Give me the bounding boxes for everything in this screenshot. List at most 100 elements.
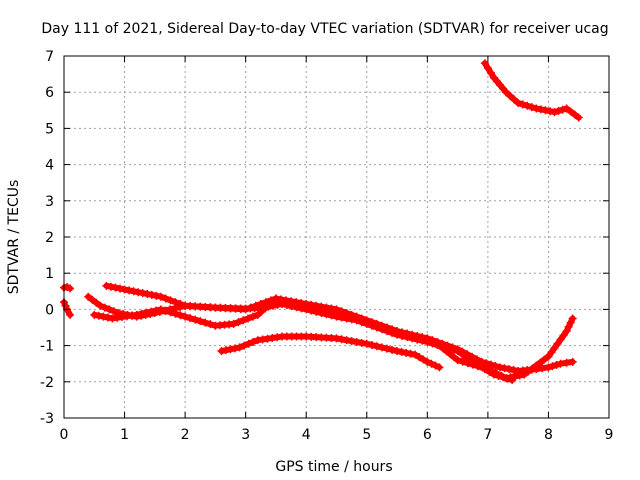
data-point xyxy=(532,365,541,374)
data-point xyxy=(388,328,397,337)
data-point xyxy=(377,325,386,334)
data-point xyxy=(297,300,306,309)
data-point xyxy=(523,101,532,110)
data-point xyxy=(559,331,568,340)
data-point xyxy=(362,319,371,328)
x-axis-label: GPS time / hours xyxy=(275,459,392,475)
data-point xyxy=(105,305,114,314)
data-point xyxy=(544,363,553,372)
data-point xyxy=(413,335,422,344)
chart-grid xyxy=(64,56,609,418)
data-point xyxy=(377,343,386,352)
data-point xyxy=(143,290,152,299)
data-point xyxy=(562,327,571,336)
data-point xyxy=(357,338,366,347)
data-point xyxy=(88,295,97,304)
data-point xyxy=(566,318,575,327)
data-point xyxy=(166,308,175,317)
data-point xyxy=(476,362,485,371)
data-point xyxy=(292,299,301,308)
x-tick-label: 6 xyxy=(423,427,432,443)
data-point xyxy=(418,336,427,345)
data-point xyxy=(282,296,291,305)
data-point xyxy=(411,350,420,359)
data-point xyxy=(217,347,226,356)
data-point xyxy=(181,312,190,321)
data-point xyxy=(397,347,406,356)
data-point xyxy=(322,306,331,315)
data-point xyxy=(362,339,371,348)
y-tick-label: -1 xyxy=(40,339,54,355)
y-tick-label: -3 xyxy=(40,411,54,427)
data-point xyxy=(509,366,518,375)
data-point xyxy=(161,306,170,315)
data-point xyxy=(485,367,494,376)
data-point xyxy=(221,346,230,355)
x-tick-label: 8 xyxy=(544,427,553,443)
data-point xyxy=(453,347,462,356)
data-point xyxy=(166,296,175,305)
data-point xyxy=(398,331,407,340)
y-tick-label: 6 xyxy=(45,85,54,101)
y-tick-label: 7 xyxy=(45,49,54,65)
data-point xyxy=(428,339,437,348)
data-point xyxy=(480,59,489,68)
data-point xyxy=(152,306,161,315)
data-point xyxy=(435,363,444,372)
y-tick-label: 3 xyxy=(45,194,54,210)
data-point xyxy=(553,339,562,348)
data-point xyxy=(132,310,141,319)
data-point xyxy=(120,285,129,294)
data-point xyxy=(357,318,366,327)
data-point xyxy=(94,311,103,320)
data-point xyxy=(147,290,156,299)
data-point xyxy=(403,333,412,342)
data-point xyxy=(505,365,514,374)
y-axis-label: SDTVAR / TECUs xyxy=(6,180,22,295)
data-point xyxy=(235,343,244,352)
data-point xyxy=(244,339,253,348)
data-point xyxy=(499,373,508,382)
y-tick-label: -2 xyxy=(40,375,54,391)
data-point xyxy=(554,106,563,115)
data-point xyxy=(514,99,523,108)
data-point xyxy=(66,310,75,319)
data-point xyxy=(84,292,93,301)
data-point xyxy=(423,357,432,366)
data-point xyxy=(186,314,195,323)
data-point xyxy=(541,106,550,115)
data-point xyxy=(518,100,527,109)
data-point xyxy=(570,110,579,119)
data-point xyxy=(342,336,351,345)
data-point xyxy=(152,291,161,300)
data-point xyxy=(61,301,70,310)
series-line xyxy=(103,282,576,374)
data-point xyxy=(562,104,571,113)
data-point xyxy=(458,357,467,366)
data-point xyxy=(556,335,565,344)
data-point xyxy=(240,341,249,350)
series-arc-d xyxy=(102,281,577,375)
data-point xyxy=(317,305,326,314)
data-point xyxy=(574,113,583,122)
data-point xyxy=(393,347,402,356)
data-point xyxy=(352,316,361,325)
data-point xyxy=(201,318,210,327)
data-point xyxy=(372,323,381,332)
data-point xyxy=(556,359,565,368)
y-tick-label: 0 xyxy=(45,302,54,318)
data-point xyxy=(191,315,200,324)
chart-title: Day 111 of 2021, Sidereal Day-to-day VTE… xyxy=(41,21,608,37)
data-point xyxy=(244,314,253,323)
data-point xyxy=(347,337,356,346)
data-point xyxy=(103,313,112,322)
data-point xyxy=(453,356,462,365)
data-point xyxy=(548,362,557,371)
data-point xyxy=(388,345,397,354)
data-point xyxy=(125,286,134,295)
data-point xyxy=(550,344,559,353)
data-point xyxy=(276,295,285,304)
data-point xyxy=(433,340,442,349)
data-point xyxy=(527,103,536,112)
data-point xyxy=(552,360,561,369)
